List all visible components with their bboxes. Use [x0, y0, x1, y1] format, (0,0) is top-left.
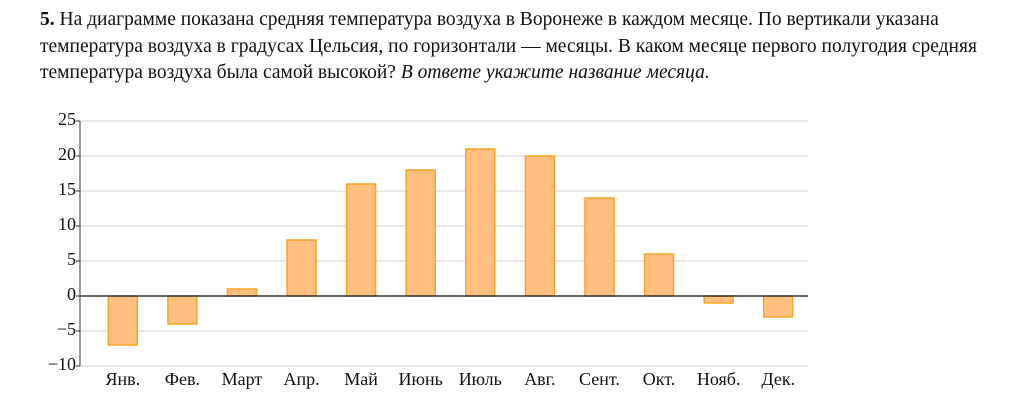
x-tick-label: Дек. [761, 369, 795, 389]
x-tick-label: Авг. [524, 369, 555, 389]
x-tick-label: Июль [459, 369, 502, 389]
bar [465, 148, 496, 297]
x-tick-label: Май [344, 369, 378, 389]
y-tick-label: −5 [57, 319, 76, 339]
bar [226, 288, 258, 297]
bar [405, 169, 436, 297]
x-tick-label: Фев. [165, 369, 200, 389]
problem: 5. На диаграмме показана средняя темпера… [40, 7, 1000, 87]
x-tick-label: Окт. [643, 369, 676, 389]
x-tick-label: Июнь [399, 369, 443, 389]
problem-number: 5. [40, 9, 55, 30]
bar [345, 183, 377, 297]
y-tick-label: 20 [58, 144, 76, 164]
x-tick-label: Сент. [579, 369, 620, 389]
y-tick-label: 10 [58, 214, 76, 234]
y-tick-label: −10 [48, 354, 76, 374]
bar [762, 295, 794, 318]
y-tick-label: 15 [58, 179, 76, 199]
y-tick-label: 0 [67, 284, 76, 304]
bar [524, 155, 556, 297]
x-tick-label: Март [222, 369, 263, 389]
bar [167, 295, 198, 325]
bar [107, 295, 139, 346]
x-tick-label: Нояб. [697, 369, 741, 389]
y-tick-label: 25 [58, 109, 76, 129]
bar [286, 239, 317, 297]
bar [643, 253, 675, 297]
problem-instruction: В ответе укажите название месяца. [400, 62, 710, 83]
x-tick-label: Янв. [105, 369, 140, 389]
problem-text: На диаграмме показана средняя температур… [40, 9, 977, 83]
x-tick-label: Апр. [283, 369, 319, 389]
bar [703, 295, 734, 304]
bar [584, 197, 615, 297]
y-tick-label: 5 [67, 249, 76, 269]
